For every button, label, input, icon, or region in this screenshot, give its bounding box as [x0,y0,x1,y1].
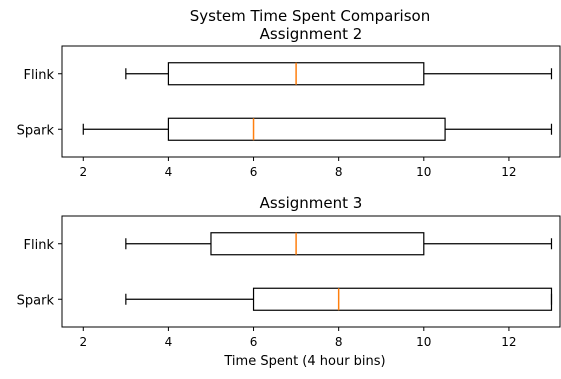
x-tick-label: 2 [79,165,87,179]
y-tick-label: Spark [17,123,55,138]
y-tick-label: Spark [17,293,55,308]
figure-suptitle: System Time Spent Comparison [190,7,430,25]
plot-frame [61,215,561,328]
x-tick-label: 6 [250,165,258,179]
y-tick-label: Flink [24,238,55,253]
x-tick-label: 8 [335,335,343,349]
x-tick-label: 12 [501,165,516,179]
x-tick-label: 10 [416,335,431,349]
x-tick-label: 10 [416,165,431,179]
flink-box [210,232,425,256]
spark-box [252,287,553,311]
spark-box [167,117,446,141]
x-axis-label: Time Spent (4 hour bins) [223,354,385,369]
x-tick-label: 4 [165,165,173,179]
y-tick-label: Flink [24,68,55,83]
x-tick-label: 8 [335,165,343,179]
panel-title: Assignment 2 [260,25,363,43]
panel-title: Assignment 3 [260,194,363,212]
x-tick-label: 6 [250,335,258,349]
x-tick-label: 2 [79,335,87,349]
x-tick-label: 12 [501,335,516,349]
plot-frame [61,45,561,158]
x-tick-label: 4 [165,335,173,349]
